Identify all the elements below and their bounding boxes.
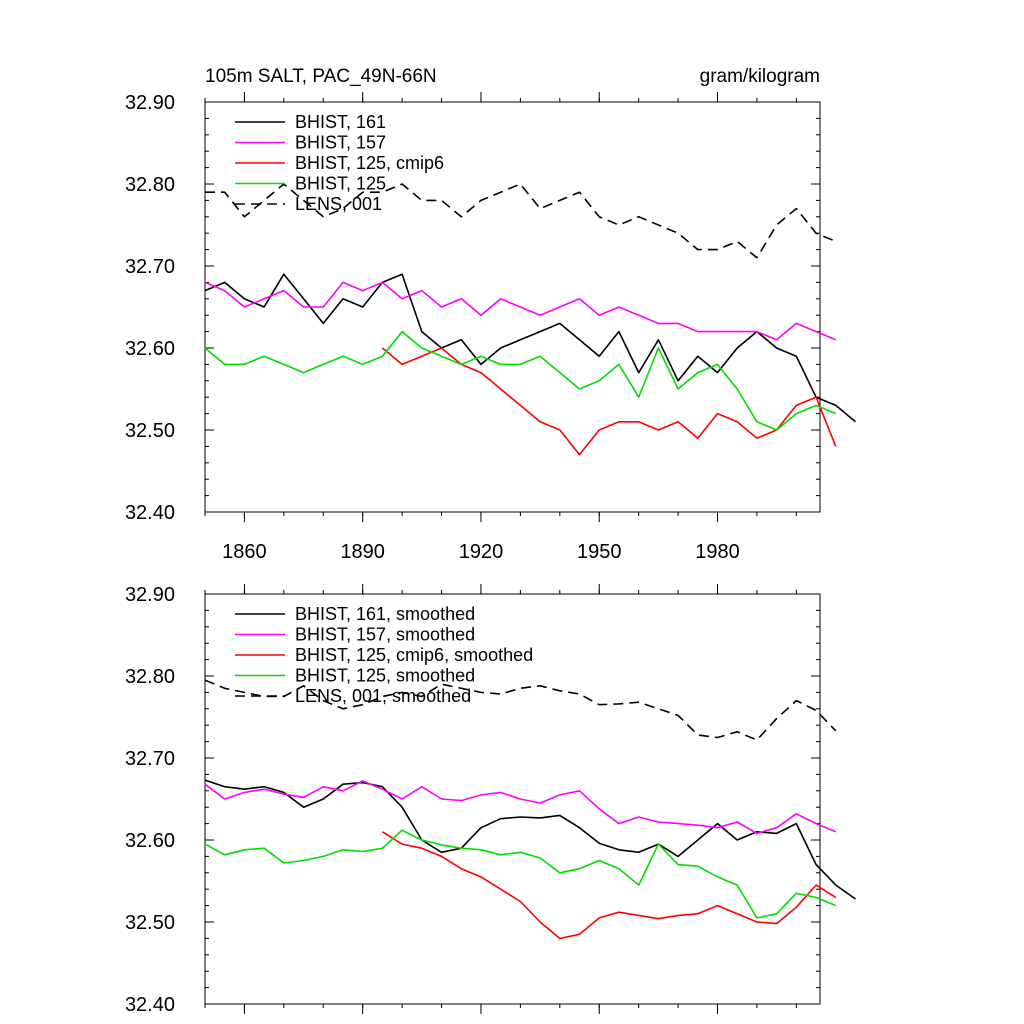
- top-panel-title: 105m SALT, PAC_49N-66N: [205, 66, 437, 87]
- series-line-3: [381, 347, 837, 456]
- series-line-4: [204, 829, 837, 919]
- x-tick-label: 1920: [459, 541, 504, 563]
- legend-label: BHIST, 161: [295, 112, 386, 132]
- y-tick-label: 32.90: [125, 584, 175, 606]
- top-panel-series: [204, 183, 857, 456]
- series-line-2: [204, 780, 837, 835]
- bottom-panel: 32.40 32.50 32.60 32.70 32.80 32.90 BHIST, 16…: [125, 584, 856, 1016]
- y-tick-label: 32.80: [125, 666, 175, 688]
- series-line-5: [205, 183, 837, 259]
- legend-label: BHIST, 125, smoothed: [295, 666, 475, 686]
- series-line-2: [204, 281, 837, 341]
- y-tick-label: 32.70: [125, 748, 175, 770]
- legend-label: BHIST, 161, smoothed: [295, 604, 475, 624]
- legend-label: BHIST, 125, cmip6: [295, 153, 444, 173]
- x-tick-label: 1980: [695, 541, 740, 563]
- bottom-panel-frame: [204, 593, 821, 1005]
- series-line-5: [204, 679, 837, 741]
- series-line-1: [204, 779, 856, 900]
- legend-label: BHIST, 125: [295, 174, 386, 194]
- legend-label: LENS, 001: [295, 194, 382, 214]
- y-tick-label: 32.40: [125, 994, 175, 1016]
- y-tick-label: 32.80: [125, 174, 175, 196]
- x-tick-label: 1950: [577, 541, 622, 563]
- y-tick-label: 32.60: [125, 338, 175, 360]
- y-tick-label: 32.60: [125, 830, 175, 852]
- series-line-1: [204, 273, 857, 423]
- x-tick-label: 1860: [222, 541, 267, 563]
- series-line-3: [381, 831, 837, 940]
- top-panel-frame: [204, 101, 821, 513]
- y-tick-label: 32.70: [125, 256, 175, 278]
- y-tick-label: 32.50: [125, 420, 175, 442]
- bottom-panel-series: [204, 679, 856, 940]
- y-tick-label: 32.40: [125, 502, 175, 524]
- top-panel-axes: 32.40 32.50 32.60 32.70 32.80 32.90 1860 1890 19…: [125, 92, 820, 563]
- y-tick-label: 32.90: [125, 92, 175, 114]
- legend-label: BHIST, 157, smoothed: [295, 625, 475, 645]
- top-panel-units: gram/kilogram: [700, 66, 820, 87]
- series-line-4: [204, 330, 837, 431]
- x-tick-label: 1890: [340, 541, 385, 563]
- legend-label: BHIST, 157: [295, 133, 386, 153]
- bottom-panel-axes: 32.40 32.50 32.60 32.70 32.80 32.90: [125, 584, 820, 1016]
- top-panel: 105m SALT, PAC_49N-66N gram/kilogram 32.…: [125, 66, 857, 563]
- legend-label: LENS, 001, smoothed: [295, 686, 471, 706]
- y-tick-label: 32.50: [125, 912, 175, 934]
- legend-label: BHIST, 125, cmip6, smoothed: [295, 645, 533, 665]
